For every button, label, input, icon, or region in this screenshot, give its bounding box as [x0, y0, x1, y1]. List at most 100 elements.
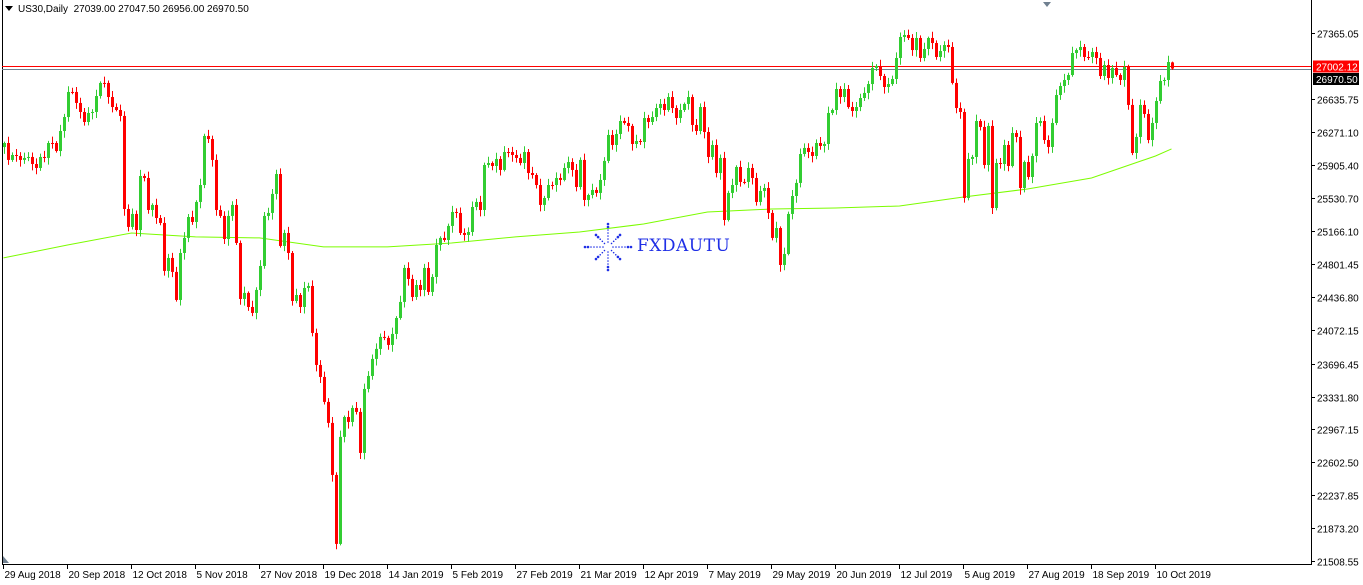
- candle: [391, 327, 394, 352]
- candle: [635, 134, 638, 149]
- corner-marker-icon: [3, 556, 9, 563]
- candle-body: [47, 142, 50, 158]
- candle-body: [503, 152, 506, 170]
- candle: [163, 217, 166, 276]
- candle-body: [935, 43, 938, 57]
- candle-body: [1055, 95, 1058, 123]
- candle-body: [747, 167, 750, 182]
- candle-body: [351, 407, 354, 422]
- candle: [671, 91, 674, 114]
- candle: [699, 103, 702, 135]
- candle-body: [831, 109, 834, 113]
- candle: [695, 118, 698, 135]
- candle-body: [43, 156, 46, 158]
- candle-body: [599, 179, 602, 193]
- candle: [155, 198, 158, 224]
- candle: [935, 40, 938, 60]
- candle: [987, 122, 990, 172]
- candle: [631, 123, 634, 151]
- watermark-dot: [607, 241, 609, 243]
- candle-body: [651, 117, 654, 122]
- time-tick-label: 18 Sep 2019: [1093, 570, 1150, 581]
- watermark-dot: [601, 240, 604, 243]
- candle-body: [15, 154, 18, 156]
- candle: [1167, 55, 1170, 87]
- candle: [83, 108, 86, 126]
- candle: [1127, 64, 1130, 110]
- candle: [963, 108, 966, 203]
- candle-body: [1091, 52, 1094, 57]
- candle: [867, 80, 870, 100]
- candle-body: [579, 159, 582, 187]
- candle-body: [543, 197, 546, 205]
- candle-body: [35, 164, 38, 168]
- candle: [959, 102, 962, 119]
- candle-body: [443, 237, 446, 241]
- watermark-dot: [616, 235, 620, 239]
- candle: [599, 174, 602, 200]
- candle: [323, 371, 326, 405]
- candle-body: [155, 204, 158, 219]
- candle: [1055, 89, 1058, 126]
- candle: [75, 87, 78, 109]
- candle-body: [291, 252, 294, 301]
- candle: [279, 168, 282, 248]
- candle: [1103, 60, 1106, 81]
- candle: [91, 109, 94, 120]
- candle-body: [259, 265, 262, 290]
- candle: [131, 208, 134, 230]
- candle: [687, 90, 690, 110]
- watermark-dot: [599, 238, 602, 241]
- chart-shift-marker-icon[interactable]: [1043, 2, 1051, 7]
- candle-body: [323, 376, 326, 402]
- candle-body: [59, 131, 62, 152]
- candle-body: [963, 111, 966, 198]
- candle: [135, 210, 138, 237]
- candle: [523, 146, 526, 169]
- candle: [27, 152, 30, 162]
- candle-body: [923, 48, 926, 58]
- candle: [787, 211, 790, 256]
- candle: [1123, 60, 1126, 87]
- candle-body: [195, 201, 198, 222]
- candle: [435, 238, 438, 284]
- candle: [359, 408, 362, 460]
- candle: [1011, 127, 1014, 168]
- candle-body: [531, 173, 534, 176]
- candle: [47, 140, 50, 165]
- candle: [183, 232, 186, 260]
- candle: [315, 328, 318, 372]
- collapse-triangle-icon[interactable]: [5, 6, 13, 11]
- candle-body: [363, 388, 366, 453]
- candle: [31, 152, 34, 171]
- candle: [683, 102, 686, 113]
- price-tick-label: 24436.80: [1317, 294, 1359, 305]
- candle-body: [1163, 79, 1166, 81]
- candle-body: [567, 162, 570, 168]
- candle: [363, 383, 366, 460]
- candle-body: [551, 185, 554, 187]
- candle: [127, 204, 130, 232]
- candle-body: [495, 158, 498, 166]
- candle: [875, 64, 878, 72]
- candle-body: [1079, 46, 1082, 51]
- candle-body: [1139, 104, 1142, 137]
- candle: [827, 106, 830, 150]
- candle: [527, 148, 530, 180]
- candle: [863, 87, 866, 101]
- candle-body: [679, 109, 682, 119]
- candle-body: [555, 177, 558, 186]
- candle: [287, 226, 290, 260]
- candle: [51, 136, 54, 149]
- candle-body: [163, 222, 166, 271]
- candle-body: [1115, 67, 1118, 76]
- watermark-dot: [616, 255, 620, 259]
- candle-body: [483, 164, 486, 210]
- candle-body: [411, 278, 414, 297]
- candle-body: [1107, 65, 1110, 78]
- candle: [379, 333, 382, 355]
- time-tick-label: 10 Oct 2019: [1157, 570, 1212, 581]
- candle: [19, 152, 22, 167]
